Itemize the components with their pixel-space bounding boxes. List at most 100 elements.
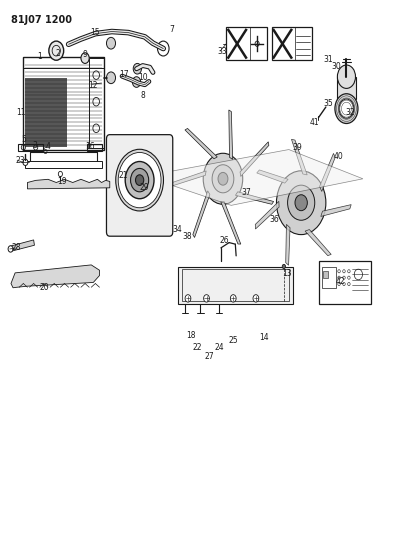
Circle shape [118,152,161,208]
Text: 37: 37 [241,188,251,197]
Text: 24: 24 [215,343,225,352]
Circle shape [339,99,354,118]
Text: 15: 15 [90,28,100,37]
FancyBboxPatch shape [107,135,173,236]
Text: 23: 23 [16,156,25,165]
Text: 32: 32 [345,108,354,117]
Text: 27: 27 [205,352,215,361]
Text: 13: 13 [282,270,292,278]
Text: 28: 28 [12,244,21,253]
Text: 21: 21 [119,171,128,180]
Text: 25: 25 [228,336,238,345]
Polygon shape [27,179,110,189]
Text: 34: 34 [173,225,183,234]
Text: 16: 16 [85,142,95,151]
Text: 29: 29 [139,183,149,192]
Text: 2: 2 [56,50,61,58]
Polygon shape [255,201,279,229]
Polygon shape [229,110,233,159]
Bar [89,58,104,149]
Text: 18: 18 [186,331,196,340]
Polygon shape [10,240,34,252]
Circle shape [131,168,149,192]
Polygon shape [170,171,206,187]
Polygon shape [320,154,335,191]
Text: 35: 35 [323,99,333,108]
Text: 40: 40 [333,152,343,161]
Circle shape [133,63,142,74]
Circle shape [185,295,191,302]
Circle shape [253,295,259,302]
Polygon shape [240,142,269,176]
Text: 1: 1 [38,52,42,61]
Bar [322,266,336,288]
Circle shape [354,269,363,280]
Bar [319,261,371,304]
Circle shape [276,171,326,235]
Polygon shape [178,266,293,304]
Circle shape [23,159,28,165]
Text: 33: 33 [217,47,227,55]
Circle shape [107,72,116,84]
Polygon shape [145,150,363,205]
Text: 6: 6 [42,147,47,156]
Circle shape [49,41,64,60]
Text: 38: 38 [182,232,192,241]
Circle shape [335,94,358,124]
Text: 42: 42 [336,277,346,286]
Text: 30: 30 [332,62,342,71]
Polygon shape [185,128,217,159]
Bar [18,144,43,151]
Text: 14: 14 [259,333,269,342]
Text: 4: 4 [45,142,50,151]
Text: 22: 22 [192,343,202,352]
Bar [23,56,104,150]
Text: 9: 9 [83,51,88,59]
Text: 31: 31 [323,55,333,63]
Text: 41: 41 [309,118,319,127]
Text: 17: 17 [119,70,129,78]
Polygon shape [292,139,307,175]
Text: 5: 5 [22,135,26,144]
Text: 20: 20 [39,283,49,292]
Circle shape [8,246,13,252]
Text: 7: 7 [169,26,174,35]
Bar [323,271,328,278]
Text: 19: 19 [57,177,66,186]
Circle shape [287,185,315,220]
Circle shape [133,77,141,87]
Circle shape [212,165,234,193]
Polygon shape [305,230,331,256]
Text: 81J07 1200: 81J07 1200 [11,14,72,25]
Circle shape [81,53,89,63]
Polygon shape [235,192,274,204]
Circle shape [125,161,154,199]
Bar [25,161,102,168]
Circle shape [337,65,356,88]
Text: 39: 39 [292,143,302,152]
Bar [271,27,312,60]
Circle shape [218,172,228,185]
Text: 26: 26 [219,237,229,246]
Polygon shape [25,78,66,147]
Polygon shape [221,201,241,244]
Text: 8: 8 [140,91,145,100]
Circle shape [107,37,116,49]
Bar [23,56,104,68]
Circle shape [157,41,169,56]
Text: 36: 36 [269,215,279,224]
Circle shape [230,295,236,302]
Bar [226,27,267,60]
Circle shape [203,154,243,204]
Circle shape [58,171,62,176]
Circle shape [295,195,307,211]
Text: 10: 10 [138,72,147,82]
Circle shape [282,264,285,269]
Polygon shape [257,170,288,183]
Circle shape [204,295,209,302]
Text: 11: 11 [17,108,26,117]
Bar [87,144,102,151]
Polygon shape [11,265,100,288]
Circle shape [116,149,164,211]
Polygon shape [286,224,290,265]
